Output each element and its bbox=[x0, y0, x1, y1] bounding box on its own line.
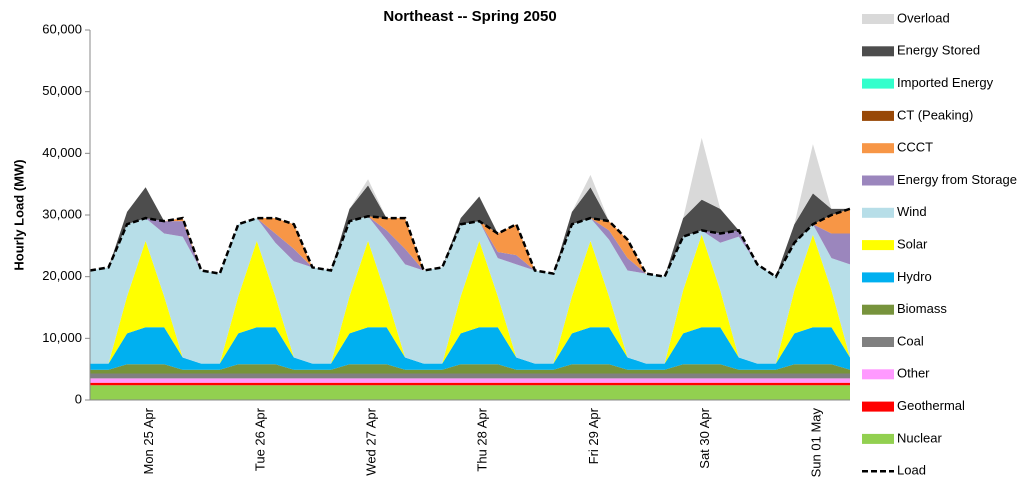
legend-label: Geothermal bbox=[897, 398, 965, 413]
area bbox=[90, 216, 850, 364]
area bbox=[90, 373, 850, 379]
y-tick-label: 20,000 bbox=[42, 268, 82, 283]
legend-label: Solar bbox=[897, 237, 928, 252]
legend-label: Wind bbox=[897, 204, 927, 219]
y-tick-label: 30,000 bbox=[42, 206, 82, 221]
legend-label: Hydro bbox=[897, 269, 932, 284]
area bbox=[90, 327, 850, 370]
area bbox=[90, 234, 850, 364]
y-tick-label: 0 bbox=[75, 391, 82, 406]
area bbox=[90, 208, 850, 277]
legend-swatch bbox=[862, 337, 894, 347]
legend-swatch bbox=[862, 207, 894, 218]
x-tick-label: Mon 25 Apr bbox=[141, 407, 156, 474]
legend-label: Energy from Storage bbox=[897, 172, 1017, 187]
legend: Overload Energy Stored Imported Energy CT (… bbox=[862, 10, 1017, 478]
area bbox=[90, 216, 850, 277]
legend-swatch bbox=[862, 401, 894, 412]
area bbox=[90, 378, 850, 383]
legend-swatch bbox=[862, 143, 894, 154]
load-line bbox=[89, 207, 851, 279]
x-tick-label: Tue 26 Apr bbox=[252, 407, 267, 471]
legend-label: Coal bbox=[897, 333, 924, 348]
legend-label: CT (Peaking) bbox=[897, 107, 973, 122]
legend-label: Energy Stored bbox=[897, 43, 980, 58]
legend-swatch bbox=[862, 304, 894, 315]
legend-label: Biomass bbox=[897, 301, 947, 316]
x-tick-label: Thu 28 Apr bbox=[475, 407, 490, 471]
chart-title: Northeast -- Spring 2050 bbox=[383, 8, 556, 25]
legend-swatch bbox=[862, 14, 894, 24]
y-tick-label: 60,000 bbox=[42, 21, 82, 36]
legend-swatch bbox=[862, 433, 894, 444]
legend-swatch bbox=[862, 175, 894, 186]
axes: 0 10,000 20,000 30,000 40,000 50,000 60,000 Mon… bbox=[42, 21, 850, 477]
legend-swatch bbox=[862, 110, 894, 121]
legend-swatch bbox=[862, 369, 894, 380]
legend-label: CCCT bbox=[897, 140, 933, 155]
legend-label: Load bbox=[897, 463, 926, 478]
area bbox=[90, 385, 850, 400]
legend-label: Other bbox=[897, 366, 930, 381]
y-axis-label: Hourly Load (MW) bbox=[11, 159, 26, 270]
y-tick-label: 50,000 bbox=[42, 83, 82, 98]
legend-label: Nuclear bbox=[897, 430, 942, 445]
legend-label: Overload bbox=[897, 10, 950, 25]
x-tick-label: Sat 30 Apr bbox=[697, 407, 712, 468]
legend-label: Imported Energy bbox=[897, 75, 994, 90]
x-tick-label: Sun 01 May bbox=[808, 408, 823, 478]
legend-swatch bbox=[862, 272, 894, 283]
x-tick-label: Wed 27 Apr bbox=[363, 407, 378, 475]
x-tick-label: Fri 29 Apr bbox=[586, 407, 601, 464]
plot-area bbox=[89, 137, 851, 400]
legend-swatch bbox=[862, 46, 894, 57]
y-tick-label: 40,000 bbox=[42, 145, 82, 160]
area bbox=[90, 382, 850, 386]
y-tick-label: 10,000 bbox=[42, 330, 82, 345]
area bbox=[90, 364, 850, 374]
legend-swatch bbox=[862, 78, 894, 89]
legend-swatch bbox=[862, 240, 894, 251]
